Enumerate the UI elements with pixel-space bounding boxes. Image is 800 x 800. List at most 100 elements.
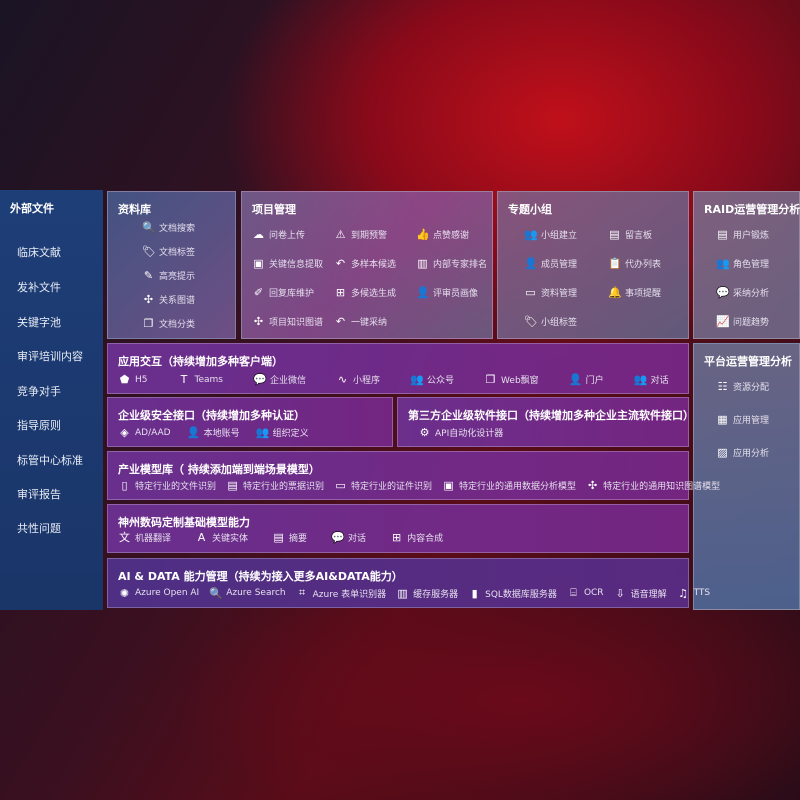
data-analysis-icon: ▣ <box>443 479 454 492</box>
ai-item-Azure Open AI[interactable]: ✺ Azure Open AI <box>118 586 199 600</box>
library-item-文档分类[interactable]: ❐ 文档分类 <box>142 317 195 330</box>
item-row: ✺ Azure Open AI 🔍 Azure Search ⌗ Azure 表单识别器 ▥… <box>118 586 710 600</box>
sql-icon: ▮ <box>471 586 478 600</box>
ocr-icon: ⌸ <box>570 586 577 599</box>
third-party-interface-panel: 第三方企业级软件接口（持续增加多种企业主流软件接口） ⚙ API自动化设计器 <box>397 397 694 447</box>
project-item-多样本候选[interactable]: ↶ 多样本候选 <box>334 257 396 270</box>
base-item-内容合成[interactable]: ⊞ 内容合成 <box>390 529 443 545</box>
project-item-多候选生成[interactable]: ⊞ 多候选生成 <box>334 286 396 299</box>
sidebar-item[interactable]: 共性问题 <box>17 522 61 535</box>
group-item-留言板[interactable]: ▤ 留言板 <box>608 228 652 241</box>
project-item-一键采纳[interactable]: ↶ 一键采纳 <box>334 315 387 328</box>
item-label: 内容合成 <box>407 533 444 544</box>
sidebar-item[interactable]: 审评报告 <box>17 488 61 501</box>
platform-item-应用分析[interactable]: ▨ 应用分析 <box>716 446 769 459</box>
group-item-事项提醒[interactable]: 🔔 事项提醒 <box>608 286 661 299</box>
aad-icon: ◈ <box>120 426 129 439</box>
security-item-AD/AAD[interactable]: ◈ AD/AAD <box>118 426 170 439</box>
platform-item-资源分配[interactable]: ☷ 资源分配 <box>716 380 769 393</box>
sidebar-item[interactable]: 关键字池 <box>17 316 61 329</box>
chat-users-icon: 👥 <box>633 373 648 386</box>
raid-item-采纳分析[interactable]: 💬 采纳分析 <box>716 286 769 299</box>
raid-item-用户锻炼[interactable]: ▤ 用户锻炼 <box>716 228 769 241</box>
item-label: 门户 <box>585 376 604 386</box>
industry-item-特定行业的通用知识图谱模型[interactable]: ✣ 特定行业的通用知识图谱模型 <box>586 479 720 492</box>
group-item-小组标签[interactable]: 🏷 小组标签 <box>524 315 577 328</box>
sidebar-item[interactable]: 标管中心标准 <box>17 454 83 467</box>
raid-item-问题趋势[interactable]: 📈 问题趋势 <box>716 315 769 328</box>
item-label: 留言板 <box>625 231 653 241</box>
ai-item-语音理解[interactable]: ⇩ 语音理解 <box>614 586 666 600</box>
item-label: 公众号 <box>427 376 455 386</box>
item-label: 文档分类 <box>159 320 196 330</box>
base-item-摘要[interactable]: ▤ 摘要 <box>272 529 307 545</box>
library-item-文档标签[interactable]: 🏷 文档标签 <box>142 245 195 258</box>
ai-item-缓存服务器[interactable]: ▥ 缓存服务器 <box>396 586 458 600</box>
project-item-评审员画像[interactable]: 👤 评审员画像 <box>416 286 478 299</box>
gear-icon: ⚙ <box>419 426 430 439</box>
security-item-组织定义[interactable]: 👥 组织定义 <box>256 426 309 439</box>
group-item-资料管理[interactable]: ▭ 资料管理 <box>524 286 577 299</box>
ai-item-SQL数据库服务器[interactable]: ▮ SQL数据库服务器 <box>468 586 557 600</box>
ai-item-Azure Search[interactable]: 🔍 Azure Search <box>209 586 285 600</box>
sidebar-item[interactable]: 审评培训内容 <box>17 350 83 363</box>
app-item-对话[interactable]: 👥 对话 <box>634 373 669 386</box>
item-label: 问题趋势 <box>733 318 770 328</box>
app-item-Teams[interactable]: T Teams <box>178 373 223 386</box>
thirdparty-item-API自动化设计器[interactable]: ⚙ API自动化设计器 <box>418 426 504 439</box>
library-item-文档搜索[interactable]: 🔍 文档搜索 <box>142 221 195 234</box>
item-label: 到期预警 <box>351 231 388 241</box>
ai-item-OCR[interactable]: ⌸ OCR <box>567 586 603 600</box>
industry-item-特定行业的证件识别[interactable]: ▭ 特定行业的证件识别 <box>334 479 432 492</box>
item-label: TTS <box>693 588 711 598</box>
library-item-关系图谱[interactable]: ✣ 关系图谱 <box>142 293 195 306</box>
sidebar-item[interactable]: 发补文件 <box>17 281 61 294</box>
group-item-成员管理[interactable]: 👤 成员管理 <box>524 257 577 270</box>
group-item-代办列表[interactable]: 📋 代办列表 <box>608 257 661 270</box>
library-item-高亮提示[interactable]: ✎ 高亮提示 <box>142 269 195 282</box>
app-item-公众号[interactable]: 👥 公众号 <box>410 373 454 386</box>
industry-item-特定行业的文件识别[interactable]: ▯ 特定行业的文件识别 <box>118 479 216 492</box>
industry-item-特定行业的票据识别[interactable]: ▤ 特定行业的票据识别 <box>226 479 324 492</box>
item-row: ⬟ H5 T Teams 💬 企业微信 ∿ 小程序 👥 公众号 ❐ Web飘窗 👤 门户 👥 对话 <box>118 373 682 386</box>
portal-icon: 👤 <box>568 373 583 386</box>
app-item-H5[interactable]: ⬟ H5 <box>118 373 148 386</box>
panel-title: 神州数码定制基础模型能力 <box>118 516 250 529</box>
sidebar-item[interactable]: 竞争对手 <box>17 385 61 398</box>
project-item-项目知识图谱[interactable]: ✣ 项目知识图谱 <box>252 315 323 328</box>
platform-item-应用管理[interactable]: ▦ 应用管理 <box>716 413 769 426</box>
project-item-到期预警[interactable]: ⚠ 到期预警 <box>334 228 387 241</box>
group-item-小组建立[interactable]: 👥 小组建立 <box>524 228 577 241</box>
base-item-机器翻译[interactable]: 文机器翻译 <box>118 529 171 545</box>
sidebar-item[interactable]: 临床文献 <box>17 246 61 259</box>
project-item-回复库维护[interactable]: ✐ 回复库维护 <box>252 286 314 299</box>
apps-icon: ▦ <box>717 413 728 426</box>
org-icon: 👥 <box>255 426 270 439</box>
item-label: 组织定义 <box>272 429 309 439</box>
sidebar-item[interactable]: 指导原则 <box>17 419 61 432</box>
app-interaction-panel: 应用交互（持续增加多种客户端） ⬟ H5 T Teams 💬 企业微信 ∿ 小程序 👥 公众号 ❐ We… <box>107 343 689 394</box>
project-item-问卷上传[interactable]: ☁ 问卷上传 <box>252 228 305 241</box>
ai-item-Azure 表单识别器[interactable]: ⌗ Azure 表单识别器 <box>296 586 387 600</box>
graph-icon: ✣ <box>143 293 154 306</box>
local-account-icon: 👤 <box>186 426 201 439</box>
item-label: 资料管理 <box>541 289 578 299</box>
item-row: ◈ AD/AAD 👤 本地账号 👥 组织定义 <box>118 426 386 439</box>
project-item-点赞感谢[interactable]: 👍 点赞感谢 <box>416 228 469 241</box>
base-item-对话[interactable]: 💬 对话 <box>331 529 366 545</box>
ai-item-TTS[interactable]: ♫ TTS <box>677 586 711 600</box>
panel-title: RAID运营管理分析 <box>704 203 800 216</box>
security-item-本地账号[interactable]: 👤 本地账号 <box>187 426 240 439</box>
raid-item-角色管理[interactable]: 👥 角色管理 <box>716 257 769 270</box>
app-item-小程序[interactable]: ∿ 小程序 <box>336 373 380 386</box>
item-label: Azure 表单识别器 <box>312 589 387 600</box>
industry-item-特定行业的通用数据分析模型[interactable]: ▣ 特定行业的通用数据分析模型 <box>442 479 576 492</box>
base-item-关键实体[interactable]: A 关键实体 <box>195 529 248 545</box>
app-item-Web飘窗[interactable]: ❐ Web飘窗 <box>484 373 539 386</box>
project-item-关键信息提取[interactable]: ▣ 关键信息提取 <box>252 257 323 270</box>
receipt-icon: ▤ <box>227 479 238 492</box>
project-item-内部专家排名[interactable]: ▥ 内部专家排名 <box>416 257 487 270</box>
ai-data-panel: AI & DATA 能力管理（持续为接入更多AI&DATA能力） ✺ Azure O… <box>107 558 710 608</box>
app-item-企业微信[interactable]: 💬 企业微信 <box>253 373 306 386</box>
app-item-门户[interactable]: 👤 门户 <box>569 373 604 386</box>
